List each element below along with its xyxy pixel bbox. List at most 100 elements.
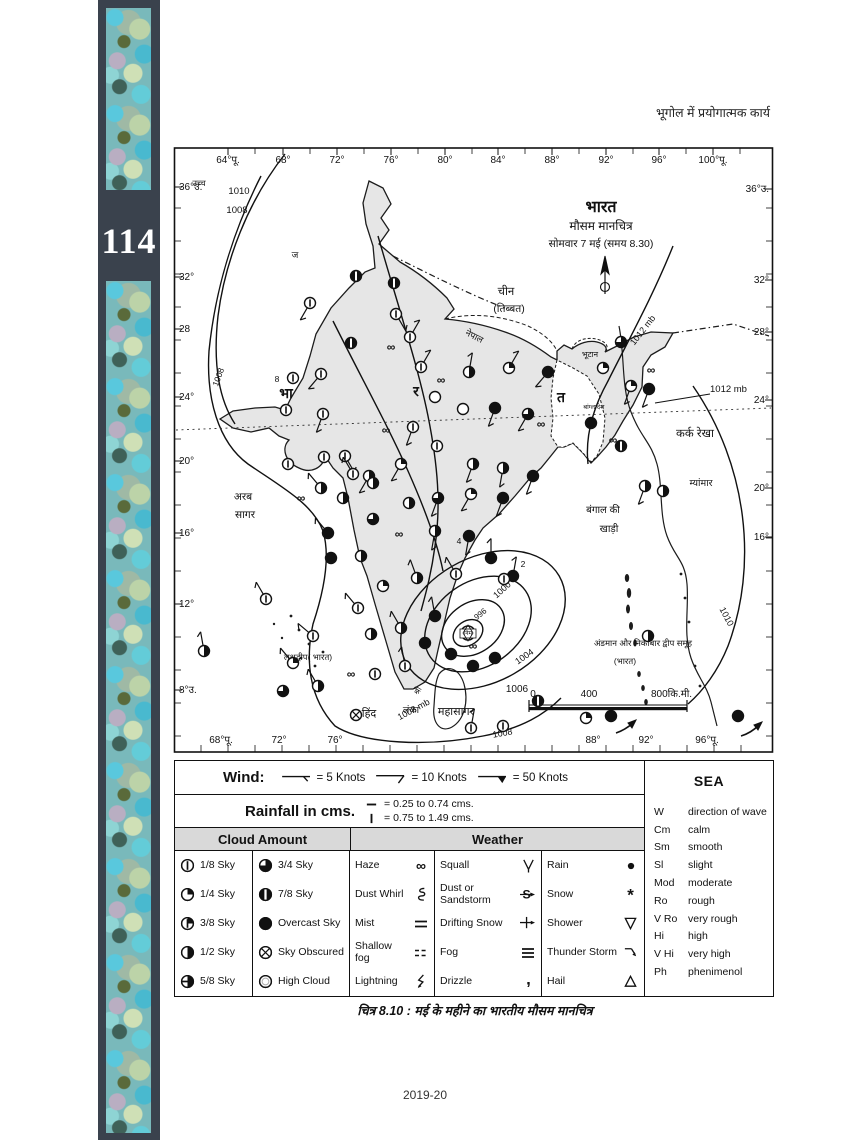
- rainfall-legend-row: Rainfall in cms. = 0.25 to 0.74 cms. = 0…: [175, 795, 644, 828]
- rain-icon: [624, 859, 638, 873]
- sea-state-row: Ph phenimenol: [645, 963, 773, 981]
- longitude-label: 64°पू.: [216, 155, 240, 166]
- legend-item: Drizzle,: [435, 967, 541, 996]
- legend-item: Sky Obscured: [253, 938, 349, 967]
- sea-state-row: V Hi very high: [645, 945, 773, 963]
- scale-label: 0: [530, 689, 536, 700]
- running-header: भूगोल में प्रयोगात्मक कार्य: [656, 106, 770, 120]
- place-label: 1008 mb: [396, 697, 432, 722]
- longitude-label: 88°: [585, 735, 600, 746]
- weather-station: [390, 457, 408, 482]
- longitude-label: 72°: [329, 155, 344, 166]
- weather-station: [502, 350, 520, 375]
- weather-station: [341, 456, 360, 481]
- map-subtitle: मौसम मानचित्र: [569, 219, 633, 233]
- legend-item: 1/8 Sky: [175, 851, 252, 880]
- wind-5-item: = 5 Knots: [281, 771, 365, 784]
- weather-station: [535, 365, 555, 388]
- rainfall-legend-title: Rainfall in cms.: [245, 802, 356, 820]
- legend-item: Mist: [350, 909, 434, 938]
- sea-description: smooth: [688, 841, 723, 854]
- high-cloud-icon: [258, 974, 273, 989]
- cloud-1-2-icon: [180, 945, 195, 960]
- weather-station: [637, 479, 652, 505]
- place-label: 1006: [506, 684, 529, 695]
- place-label: खाड़ी: [600, 523, 619, 535]
- weather-col-2: Squall Dust or Sandstorm S Drifting Snow …: [435, 851, 542, 996]
- rainfall-range-2: = 0.75 to 1.49 cms.: [384, 812, 474, 824]
- weather-station: [466, 659, 480, 673]
- weather-station: [389, 610, 408, 635]
- legend-item: 3/4 Sky: [253, 851, 349, 880]
- weather-station: [462, 529, 476, 556]
- place-label: (भारत): [614, 656, 636, 666]
- legend-item: 7/8 Sky: [253, 880, 349, 909]
- place-label: (तिब्बत): [493, 302, 524, 315]
- rain-dash-icon: [365, 798, 378, 811]
- sea-description: rough: [688, 894, 715, 907]
- place-label: अंडमान और निकोबार द्वीप समूह: [594, 638, 693, 649]
- haze-symbol: ∞: [469, 639, 478, 653]
- islands: [272, 572, 702, 705]
- weather-station: [306, 668, 325, 693]
- weather-station: [444, 647, 458, 661]
- svg-text:S: S: [523, 888, 531, 902]
- weather-station: [525, 469, 540, 495]
- weather-header: Weather: [351, 828, 644, 850]
- place-label: हिंद: [362, 707, 377, 720]
- haze-symbol: ∞: [297, 491, 306, 505]
- weather-station: [307, 472, 328, 495]
- latitude-label: 24°: [754, 395, 769, 406]
- svg-text:,: ,: [526, 974, 531, 988]
- weather-station: [317, 450, 331, 464]
- fog-icon: [520, 945, 536, 961]
- weather-station: [286, 371, 300, 385]
- latitude-label: 20°: [179, 456, 194, 467]
- haze-icon: ∞: [413, 858, 429, 874]
- weather-station: [623, 379, 638, 405]
- place-label: बंगाल की: [586, 504, 620, 516]
- bangladesh-outline: [550, 359, 606, 463]
- weather-station: [389, 307, 408, 332]
- place-label: र: [412, 383, 420, 399]
- longitude-label: 100°पू.: [698, 155, 727, 166]
- map-title: भारत: [585, 199, 617, 216]
- weather-station: [387, 276, 401, 290]
- place-label: 1008: [226, 205, 247, 216]
- longitude-label: 80°: [437, 155, 452, 166]
- cloud-5-8-icon: [180, 974, 195, 989]
- haze-symbol: ∞: [382, 423, 391, 437]
- haze-symbol: ∞: [647, 363, 656, 377]
- decorative-sidebar: [98, 0, 160, 1140]
- weather-station: [407, 559, 424, 585]
- weather-station: [344, 336, 358, 350]
- cloud-1-4-icon: [180, 887, 195, 902]
- weather-station: [641, 382, 656, 408]
- legend-item: Squall: [435, 851, 541, 880]
- sea-description: moderate: [688, 877, 733, 890]
- legend-item: 3/8 Sky: [175, 909, 252, 938]
- weather-station: [614, 335, 628, 349]
- legend-item: Overcast Sky: [253, 909, 349, 938]
- longitude-label: 96°: [651, 155, 666, 166]
- cloud-amount-header: Cloud Amount: [175, 828, 351, 850]
- weather-station: [279, 647, 300, 670]
- place-label: 1004: [513, 647, 535, 667]
- weather-station: [614, 439, 628, 453]
- weather-station: [354, 549, 368, 563]
- legend-item: 1/2 Sky: [175, 938, 252, 967]
- weather-station: [428, 524, 442, 551]
- sea-description: high: [688, 930, 708, 943]
- haze-symbol: ∞: [395, 527, 404, 541]
- place-label: भूटान: [582, 350, 599, 360]
- legend-item: 5/8 Sky: [175, 967, 252, 996]
- sea-description: direction of wave: [688, 805, 767, 818]
- latitude-label: 24°: [179, 392, 194, 403]
- squall-icon: [521, 858, 536, 873]
- sea-description: very rough: [688, 912, 738, 925]
- latitude-label: 32°: [754, 275, 769, 286]
- china-border: [392, 255, 770, 337]
- sea-state-row: Sm smooth: [645, 839, 773, 857]
